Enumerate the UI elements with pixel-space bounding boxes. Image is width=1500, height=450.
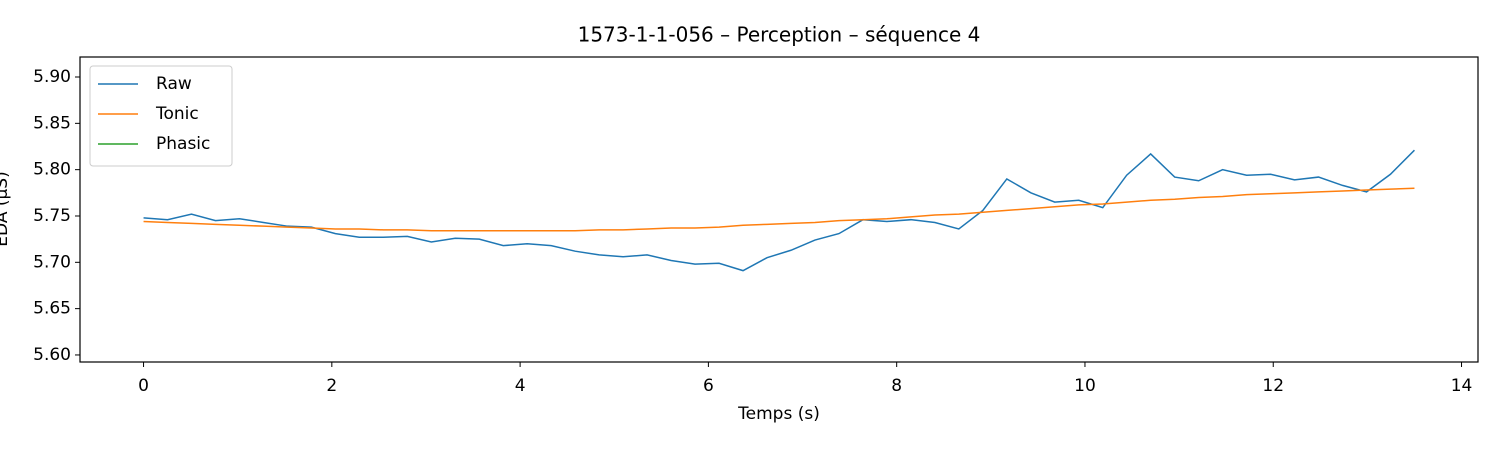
x-tick-label: 2 bbox=[326, 376, 337, 396]
x-tick-label: 4 bbox=[515, 376, 526, 396]
x-tick-label: 6 bbox=[703, 376, 714, 396]
y-tick-label: 5.85 bbox=[33, 113, 71, 133]
x-tick-label: 0 bbox=[138, 376, 149, 396]
legend-label: Raw bbox=[156, 74, 192, 94]
legend-label: Tonic bbox=[155, 104, 199, 124]
x-axis-label: Temps (s) bbox=[737, 404, 820, 424]
y-tick-label: 5.75 bbox=[33, 206, 71, 226]
y-tick-label: 5.80 bbox=[33, 160, 71, 180]
x-tick-label: 12 bbox=[1262, 376, 1284, 396]
plot-frame bbox=[79, 56, 1479, 363]
line-series bbox=[143, 149, 1415, 272]
y-axis-label: EDA (µS) bbox=[0, 171, 12, 246]
y-tick-label: 5.65 bbox=[33, 299, 71, 319]
legend-label: Phasic bbox=[156, 134, 210, 154]
x-tick-label: 14 bbox=[1451, 376, 1473, 396]
y-tick-label: 5.70 bbox=[33, 252, 71, 272]
legend-box bbox=[89, 65, 233, 167]
x-tick-label: 10 bbox=[1074, 376, 1096, 396]
chart-title: 1573-1-1-056 – Perception – séquence 4 bbox=[578, 23, 981, 47]
x-tick-label: 8 bbox=[891, 376, 902, 396]
y-tick-label: 5.60 bbox=[33, 345, 71, 365]
y-tick-label: 5.90 bbox=[33, 67, 71, 87]
line-series bbox=[143, 187, 1415, 232]
